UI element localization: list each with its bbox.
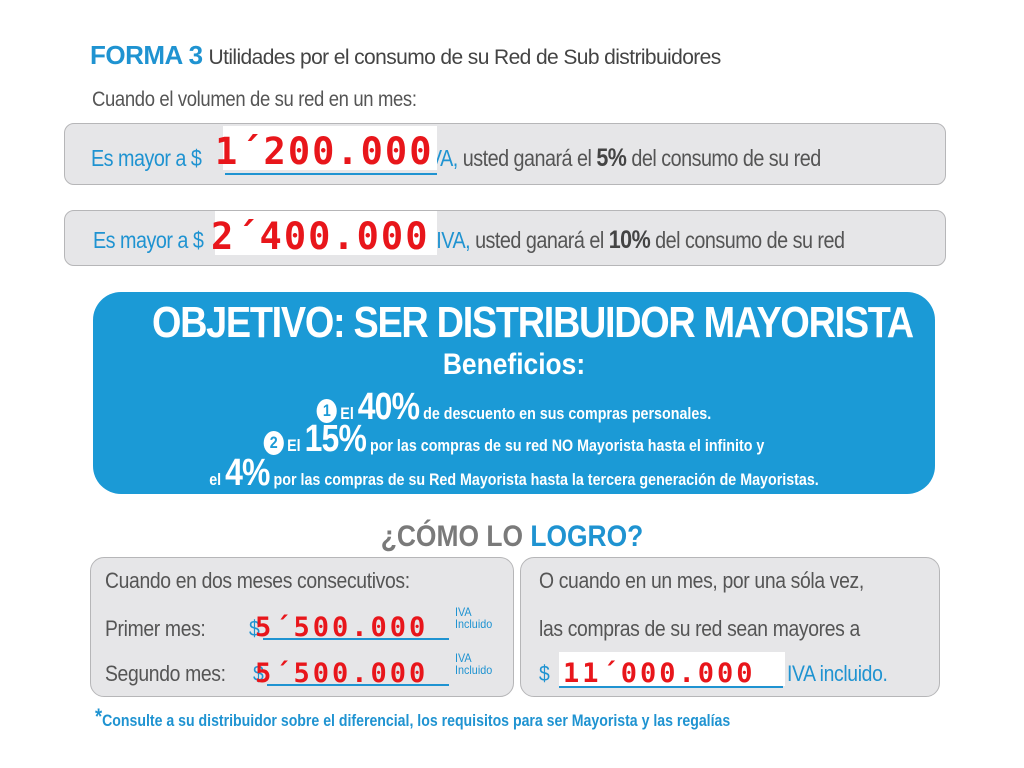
tier-box-2: Es mayor a $ +IVA, usted ganará el 10% de… [64, 210, 946, 266]
como-part-2: LOGRO? [530, 520, 644, 553]
footer-note: *Consulte a su distribuidor sobre el dif… [95, 704, 730, 731]
benefit-3: el 4% por las compras de su Red Mayorist… [160, 452, 867, 495]
benefit-2: 2 El 15% por las compras de su red NO May… [160, 418, 867, 461]
one-month-amount-field [559, 652, 785, 686]
tier-2-middle: usted ganará el [470, 227, 609, 253]
segundo-iva-line1: IVA [455, 651, 472, 665]
forma-label: FORMA 3 [90, 40, 203, 70]
one-month-underline [559, 686, 783, 688]
primer-iva-line1: IVA [455, 605, 472, 619]
tier-1-middle: usted ganará el [457, 145, 597, 171]
segundo-dollar: $ [253, 661, 264, 686]
tier-1-prefix: Es mayor a $ [91, 145, 202, 171]
tier-1-amount-field [223, 126, 437, 170]
tier-2-prefix: Es mayor a $ [93, 227, 204, 253]
segundo-amount: 5´500.000 [255, 658, 429, 689]
objective-panel: OBJETIVO: SER DISTRIBUIDOR MAYORISTA Ben… [93, 292, 935, 494]
one-month-box: O cuando en un mes, por una sóla vez, la… [520, 557, 940, 697]
one-month-line-2: las compras de su red sean mayores a [539, 616, 860, 641]
asterisk: * [95, 704, 103, 729]
two-months-box: Cuando en dos meses consecutivos: Primer… [90, 557, 514, 697]
tier-box-1: Es mayor a $+IVA, usted ganará el 5% del… [64, 123, 946, 185]
primer-underline [263, 638, 449, 640]
tier-1-underline [225, 173, 437, 175]
intro-text: Cuando el volumen de su red en un mes: [92, 88, 417, 111]
como-heading: ¿CÓMO LO LOGRO? [61, 520, 962, 554]
primer-mes-label: Primer mes: [105, 616, 206, 641]
tier-2-percent: 10% [608, 226, 651, 254]
two-months-intro: Cuando en dos meses consecutivos: [105, 568, 410, 593]
tier-1-percent: 5% [596, 144, 627, 172]
number-1-icon: 1 [316, 399, 337, 423]
one-month-line-1: O cuando en un mes, por una sóla vez, [539, 568, 864, 593]
one-month-amount: 11´000.000 [563, 658, 756, 689]
tier-2-text: Es mayor a $ +IVA, usted ganará el 10% de… [93, 226, 845, 255]
segundo-mes-label: Segundo mes: [105, 661, 226, 686]
footer-text: Consulte a su distribuidor sobre el dife… [102, 711, 731, 730]
segundo-underline [267, 684, 449, 686]
tier-1-end: del consumo de su red [626, 145, 821, 171]
objective-title: OBJETIVO: SER DISTRIBUIDOR MAYORISTA [151, 298, 914, 347]
primer-amount: 5´500.000 [255, 612, 429, 643]
page-header: FORMA 3 Utilidades por el consumo de su R… [90, 40, 721, 71]
tier-2-end: del consumo de su red [650, 227, 845, 253]
primer-iva-note: IVA Incluido [455, 606, 492, 630]
primer-dollar: $ [249, 616, 260, 641]
tier-1-amount: 1´200.000 [215, 130, 434, 173]
benefits-heading: Beneficios: [442, 348, 586, 381]
benefit-1: 1 El 40% de descuento en sus compras pers… [160, 386, 867, 429]
header-subtitle: Utilidades por el consumo de su Red de S… [208, 46, 722, 69]
one-month-dollar: $ [539, 661, 550, 686]
benefit-2-text: por las compras de su red NO Mayorista h… [369, 436, 765, 455]
benefit-3-percent: 4% [225, 452, 270, 494]
benefit-3-text: por las compras de su Red Mayorista hast… [273, 470, 819, 489]
benefit-1-percent: 40% [357, 386, 420, 428]
tier-2-amount-field [215, 211, 437, 255]
tier-2-amount: 2´400.000 [211, 215, 430, 258]
one-month-iva: IVA incluido. [787, 661, 888, 686]
number-2-icon: 2 [263, 431, 284, 455]
segundo-iva-note: IVA Incluido [455, 652, 492, 676]
segundo-iva-line2: Incluido [455, 663, 493, 677]
benefit-2-percent: 15% [304, 418, 367, 460]
benefit-1-el: El [340, 404, 354, 423]
como-part-1: ¿CÓMO LO [380, 520, 531, 553]
benefit-1-text: de descuento en sus compras personales. [423, 404, 712, 423]
primer-iva-line2: Incluido [455, 617, 493, 631]
benefit-2-el: El [287, 436, 301, 455]
tier-1-text: Es mayor a $+IVA, usted ganará el 5% del… [91, 144, 821, 173]
benefit-3-el: el [209, 470, 222, 489]
